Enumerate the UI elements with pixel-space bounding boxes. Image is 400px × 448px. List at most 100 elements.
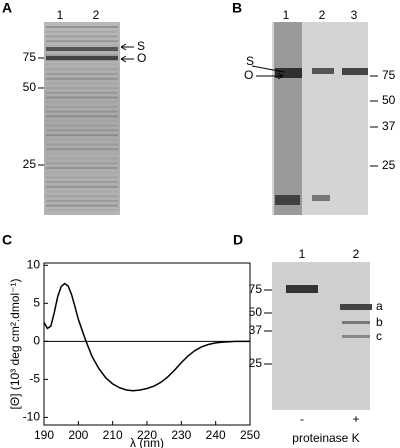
arrow bbox=[251, 65, 285, 73]
gel-band bbox=[342, 335, 370, 338]
marker-label: 75 bbox=[382, 68, 396, 82]
panel-letter: B bbox=[232, 0, 242, 16]
marker-label: 25 bbox=[23, 157, 37, 171]
gel-texture bbox=[46, 91, 118, 94]
gel-band bbox=[340, 304, 372, 310]
gel-texture bbox=[46, 185, 118, 188]
gel-texture bbox=[46, 30, 118, 33]
lane-label: 2 bbox=[93, 8, 100, 22]
lane-label: 1 bbox=[299, 247, 306, 261]
gel-texture bbox=[46, 68, 118, 71]
gel-texture bbox=[46, 167, 118, 169]
gel-texture bbox=[46, 209, 118, 212]
gel-texture bbox=[46, 190, 118, 193]
lane-label: 2 bbox=[353, 247, 360, 261]
gel-texture bbox=[46, 162, 118, 165]
band-label: b bbox=[376, 315, 383, 329]
x-axis-label: λ (nm) bbox=[130, 436, 164, 448]
marker-label: 75 bbox=[23, 50, 37, 64]
gel-lane bbox=[274, 22, 302, 215]
band-label: a bbox=[376, 299, 383, 313]
x-tick-label: 190 bbox=[34, 428, 54, 442]
x-tick-label: 250 bbox=[240, 428, 260, 442]
gel-texture bbox=[46, 199, 118, 202]
gel-bands bbox=[46, 26, 118, 212]
gel-band bbox=[312, 68, 334, 74]
gel-band bbox=[275, 68, 302, 78]
data-line bbox=[43, 282, 250, 392]
line-chart: 190 200 210 220 230 240 250 -10 -5 0 5 10 λ (nm) [Θ] … bbox=[8, 257, 260, 448]
gel-band bbox=[46, 56, 118, 60]
gel-texture bbox=[46, 73, 118, 75]
y-tick-label: -5 bbox=[29, 372, 40, 386]
gel-texture bbox=[46, 87, 118, 90]
x-tick-label: 230 bbox=[171, 428, 191, 442]
gel-texture bbox=[46, 35, 118, 38]
gel-texture bbox=[46, 115, 118, 118]
panel-letter: D bbox=[233, 232, 243, 248]
treatment-label: + bbox=[352, 412, 359, 426]
gel-texture bbox=[46, 134, 118, 137]
y-tick-label: -10 bbox=[23, 410, 41, 424]
band-label: O bbox=[244, 68, 253, 82]
gel-texture bbox=[46, 171, 118, 174]
arrow-head bbox=[277, 72, 284, 80]
gel-texture bbox=[46, 181, 118, 184]
x-tick-label: 200 bbox=[68, 428, 88, 442]
gel-texture bbox=[46, 124, 118, 127]
lane-label: 2 bbox=[319, 8, 326, 22]
x-tick-label: 220 bbox=[137, 428, 157, 442]
band-label: O bbox=[137, 51, 146, 65]
marker-label: 50 bbox=[249, 305, 263, 319]
gel-texture bbox=[46, 143, 118, 146]
lane-label: 3 bbox=[351, 8, 358, 22]
gel-band bbox=[342, 321, 370, 324]
marker-label: 50 bbox=[23, 80, 37, 94]
panel-letter: C bbox=[2, 232, 12, 248]
gel-texture bbox=[46, 110, 118, 113]
x-tick-label: 210 bbox=[103, 428, 123, 442]
gel-texture bbox=[46, 148, 118, 151]
gel-texture bbox=[46, 195, 118, 198]
marker-label: 37 bbox=[249, 323, 263, 337]
gel-band bbox=[286, 285, 318, 293]
gel-texture bbox=[46, 82, 118, 85]
marker-label: 37 bbox=[382, 119, 396, 133]
y-axis-label: [Θ] (10³ deg cm².dmol⁻¹) bbox=[8, 278, 22, 409]
arrow-head bbox=[120, 43, 127, 51]
gel-band bbox=[46, 47, 118, 51]
marker-label: 50 bbox=[382, 93, 396, 107]
gel-texture bbox=[46, 152, 118, 155]
gel-texture bbox=[46, 40, 118, 43]
marker-label: 25 bbox=[382, 158, 396, 172]
panel-letter: A bbox=[2, 0, 12, 16]
treatment-label: - bbox=[300, 412, 304, 426]
gel-band bbox=[275, 195, 300, 205]
arrow-head bbox=[120, 55, 127, 63]
gel-texture bbox=[46, 138, 118, 141]
marker-label: 75 bbox=[249, 282, 263, 296]
plot-frame bbox=[43, 262, 251, 426]
gel-texture bbox=[46, 44, 118, 47]
gel-band bbox=[312, 195, 330, 201]
treatment-title: proteinase K bbox=[292, 431, 359, 445]
gel-texture bbox=[46, 105, 118, 108]
gel-texture bbox=[46, 77, 118, 80]
gel-texture bbox=[46, 96, 118, 99]
band-label: S bbox=[246, 54, 254, 68]
lane-label: 1 bbox=[57, 8, 64, 22]
gel-texture bbox=[46, 204, 118, 207]
gel-texture bbox=[46, 26, 118, 28]
y-tick-label: 0 bbox=[33, 334, 40, 348]
gel-texture bbox=[46, 129, 118, 132]
gel-texture bbox=[46, 120, 118, 122]
marker-label: 25 bbox=[249, 356, 263, 370]
gel-texture bbox=[46, 176, 118, 179]
band-label: c bbox=[376, 329, 382, 343]
gel-texture bbox=[46, 157, 118, 160]
band-label: S bbox=[137, 39, 145, 53]
gel-band bbox=[342, 68, 368, 75]
x-tick-label: 240 bbox=[206, 428, 226, 442]
gel-texture bbox=[46, 101, 118, 104]
